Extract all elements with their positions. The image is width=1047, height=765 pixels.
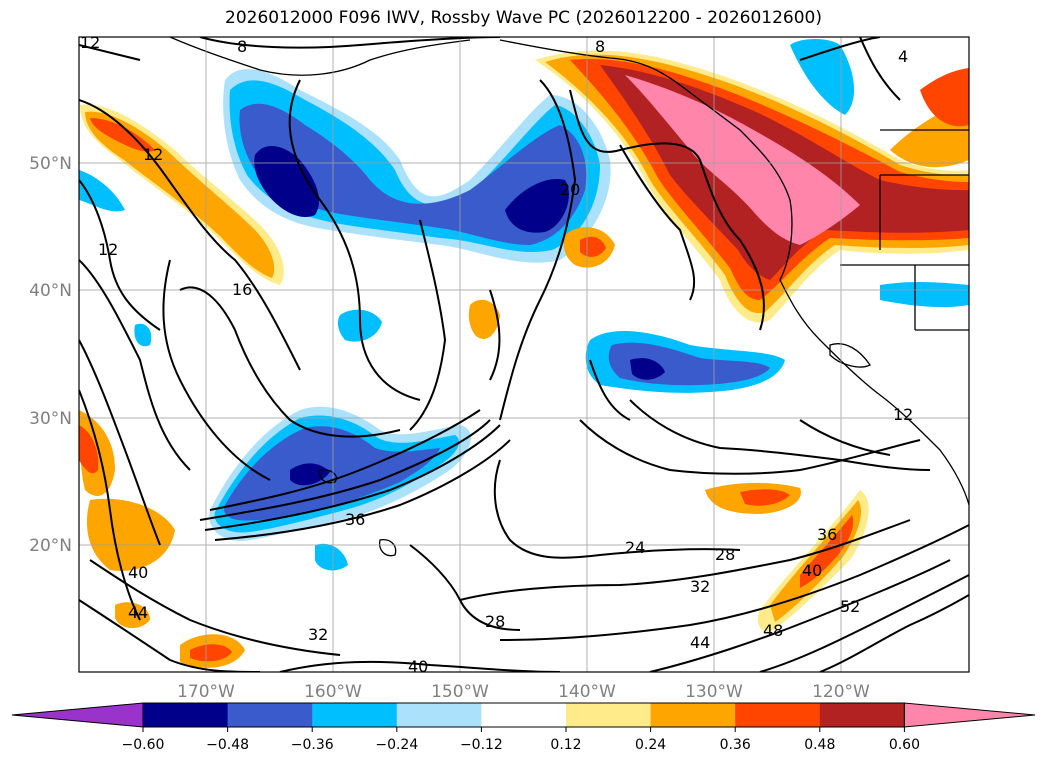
lat-label: 30°N: [29, 409, 72, 429]
lat-label: 20°N: [29, 536, 72, 556]
map-title: 2026012000 F096 IWV, Rossby Wave PC (202…: [225, 8, 822, 28]
lon-label: 140°W: [558, 682, 616, 702]
graticule: [79, 37, 969, 672]
lat-label: 50°N: [29, 154, 72, 174]
colorbar-tick-label: 0.48: [804, 737, 835, 753]
contour-label: 40: [802, 561, 822, 580]
positive-anomaly-patches: [79, 68, 969, 668]
contour-label: 44: [128, 603, 148, 622]
colorbar-tick-label: −0.12: [460, 737, 503, 753]
colorbar-swatch: [143, 703, 229, 727]
longitude-labels: 170°W 160°W 150°W 140°W 130°W 120°W: [177, 682, 870, 702]
contour-label: 36: [345, 510, 365, 529]
colorbar-extend-high: [903, 702, 1036, 728]
colorbar-frame: [142, 702, 905, 728]
colorbar-swatch: [819, 703, 905, 727]
contour-label: 40: [128, 563, 148, 582]
latitude-labels: 50°N 40°N 30°N 20°N: [29, 154, 72, 556]
colorbar-swatch: [227, 703, 313, 727]
lon-label: 130°W: [685, 682, 743, 702]
colorbar-tick-label: 0.24: [635, 737, 666, 753]
contour-label: 24: [625, 538, 645, 557]
contour-label: 32: [690, 577, 710, 596]
lon-label: 120°W: [812, 682, 870, 702]
colorbar-tick-label: 0.36: [720, 737, 751, 753]
contour-label: 8: [595, 37, 605, 56]
iwv-contours: [79, 37, 969, 672]
negative-anomaly-california: [585, 330, 785, 393]
contour-label: 12: [80, 33, 100, 52]
contour-label: 16: [232, 280, 252, 299]
contour-label: 28: [715, 545, 735, 564]
positive-anomaly-ar: [535, 50, 969, 323]
contour-label: 20: [560, 180, 580, 199]
map-panel: 12 8 8 12 12 16 20 4 12 36 24 28 32 36 4…: [79, 33, 969, 676]
lon-label: 150°W: [431, 682, 489, 702]
colorbar-tick-label: 0.60: [889, 737, 920, 753]
colorbar-swatch: [312, 703, 398, 727]
colorbar: −0.60 −0.48 −0.36 −0.24 −0.12 0.12 0.24 0.36 0.4…: [11, 702, 1036, 753]
colorbar-extend-low: [11, 702, 144, 728]
contour-label: 44: [690, 633, 710, 652]
coastlines: [169, 37, 969, 557]
contour-label: 12: [98, 240, 118, 259]
contour-label: 32: [308, 625, 328, 644]
lon-label: 160°W: [304, 682, 362, 702]
contour-label: 48: [763, 621, 783, 640]
colorbar-swatch: [566, 703, 652, 727]
contour-label: 52: [840, 597, 860, 616]
lat-label: 40°N: [29, 281, 72, 301]
colorbar-swatch: [396, 703, 482, 727]
colorbar-tick-label: −0.24: [375, 737, 418, 753]
contour-label: 4: [898, 47, 908, 66]
map-frame: [78, 36, 970, 673]
contour-label: 8: [237, 37, 247, 56]
contour-label: 12: [893, 405, 913, 424]
colorbar-swatch: [481, 703, 567, 727]
contour-label: 28: [485, 612, 505, 631]
colorbar-swatch: [735, 703, 821, 727]
colorbar-swatch: [650, 703, 736, 727]
contour-label: 40: [408, 657, 428, 676]
contour-label: 12: [143, 145, 163, 164]
contour-label: 36: [817, 525, 837, 544]
contour-labels: 12 8 8 12 12 16 20 4 12 36 24 28 32 36 4…: [80, 33, 913, 676]
colorbar-tick-label: 0.12: [550, 737, 581, 753]
colorbar-tick-label: −0.36: [291, 737, 334, 753]
colorbar-tick-label: −0.60: [122, 737, 165, 753]
colorbar-tick-label: −0.48: [206, 737, 249, 753]
lon-label: 170°W: [177, 682, 235, 702]
